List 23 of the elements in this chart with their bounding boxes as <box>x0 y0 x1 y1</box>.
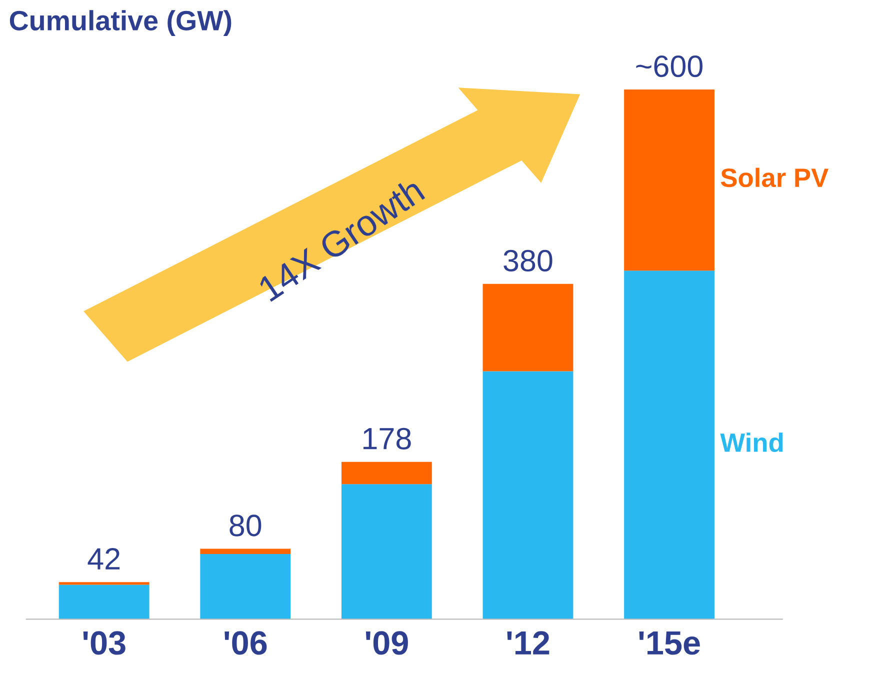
bar <box>58 582 150 585</box>
series-label: Wind <box>720 432 783 452</box>
x-tick-label: '09 <box>366 631 408 655</box>
annotation: 80 <box>230 514 262 536</box>
bar <box>624 89 714 271</box>
x-tick-label: '12 <box>507 631 550 654</box>
annotation: ~600 <box>636 55 702 78</box>
chart-title: Cumulative (GW) <box>10 10 232 36</box>
bar <box>341 462 432 484</box>
bar <box>341 484 432 620</box>
x-tick-label: '03 <box>83 631 126 655</box>
bar <box>200 548 291 554</box>
annotation: 42 <box>88 548 120 570</box>
x-tick-label: '15e <box>639 631 700 655</box>
annotation: 178 <box>364 428 411 450</box>
bar <box>200 554 291 620</box>
series-label: Solar PV <box>720 168 828 188</box>
bar <box>624 270 714 620</box>
annotation: 380 <box>504 250 552 272</box>
x-tick-label: '06 <box>224 631 267 655</box>
bar <box>482 371 574 620</box>
bar <box>58 584 150 620</box>
bar <box>482 284 574 372</box>
